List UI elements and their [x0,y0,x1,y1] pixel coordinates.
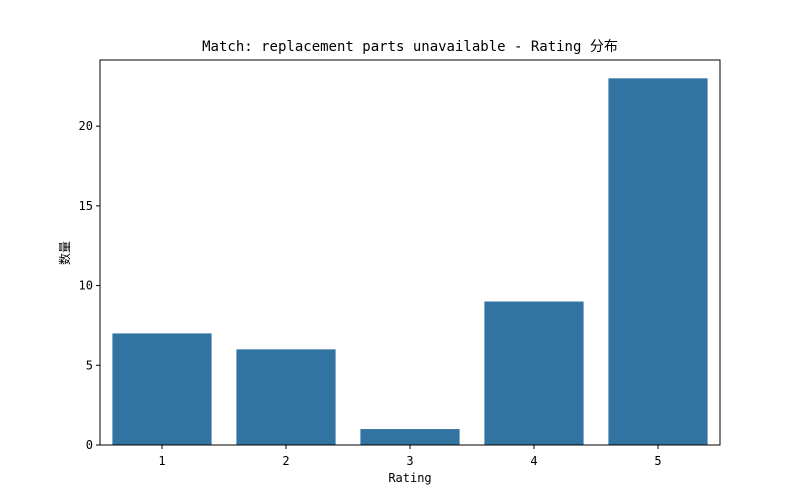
x-tick-label-4: 4 [530,454,537,468]
x-tick-label-3: 3 [406,454,413,468]
bar-rating-5 [608,78,708,445]
y-tick-label-5: 5 [86,358,93,372]
bar-rating-2 [236,349,336,445]
y-tick-label-15: 15 [79,199,93,213]
bars-group [112,78,708,445]
x-axis-label: Rating [388,471,431,485]
y-axis-ticks: 0 5 10 15 20 [79,119,100,452]
chart-title: Match: replacement parts unavailable - R… [202,39,618,55]
bar-rating-1 [112,333,212,445]
y-tick-label-0: 0 [86,438,93,452]
bar-rating-4 [484,301,584,445]
y-tick-label-20: 20 [79,119,93,133]
bar-rating-3 [360,429,460,445]
y-tick-label-10: 10 [79,279,93,293]
x-tick-label-1: 1 [158,454,165,468]
y-axis-label: 数量 [57,241,72,265]
x-tick-label-5: 5 [654,454,661,468]
x-tick-label-2: 2 [282,454,289,468]
x-axis-ticks: 1 2 3 4 5 [158,445,662,468]
